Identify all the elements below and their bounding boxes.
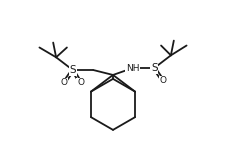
- Text: O: O: [77, 78, 84, 87]
- Text: NH: NH: [126, 64, 139, 73]
- Text: S: S: [151, 63, 158, 73]
- Text: O: O: [60, 78, 67, 87]
- Text: S: S: [69, 65, 76, 75]
- Text: O: O: [160, 76, 167, 85]
